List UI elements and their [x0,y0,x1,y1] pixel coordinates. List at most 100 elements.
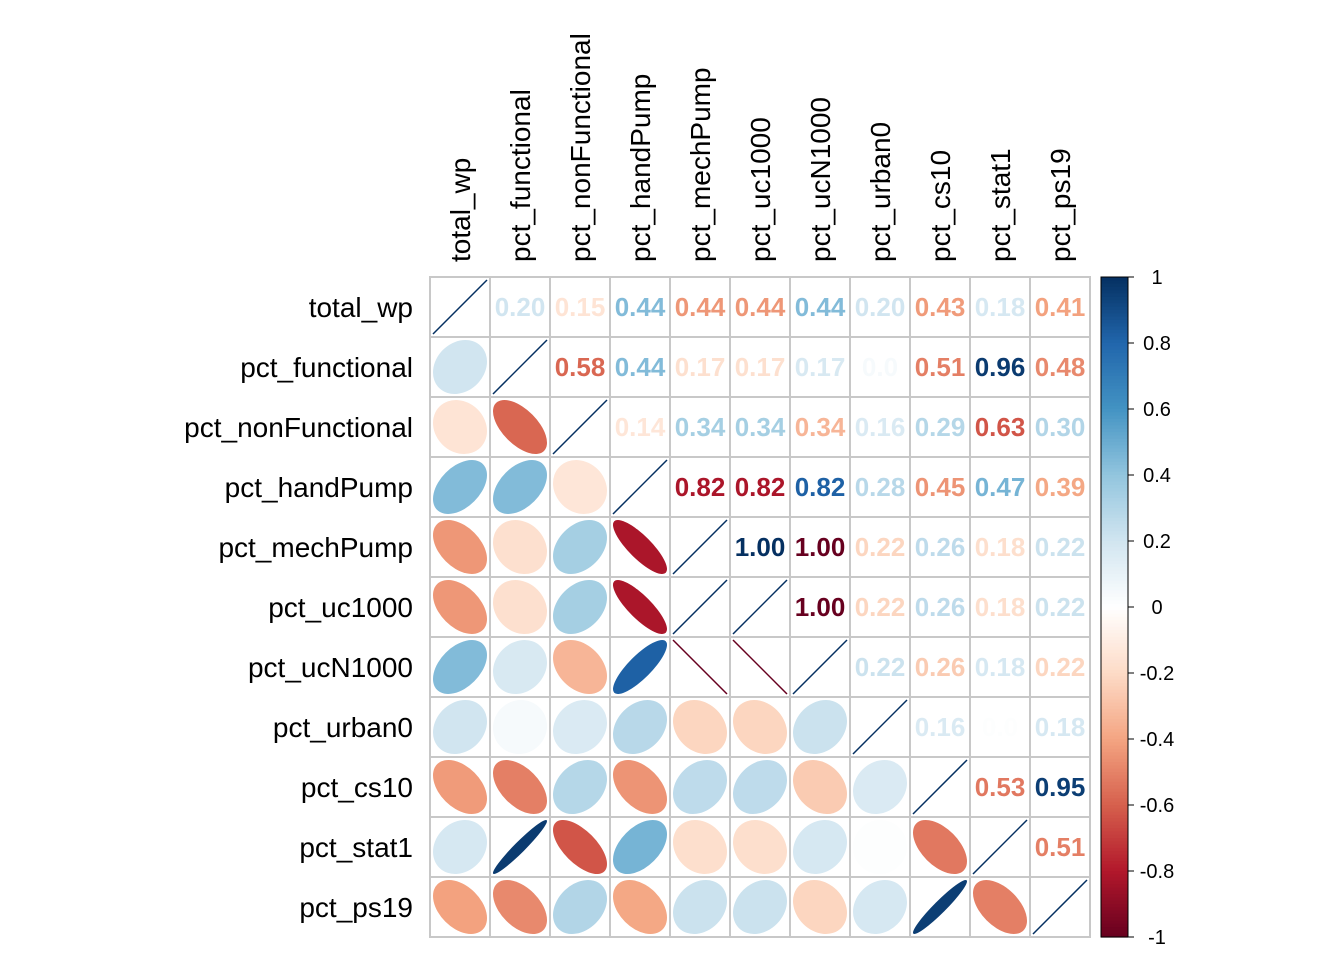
colorbar-segment [1101,435,1128,440]
ellipse-mark [552,879,607,934]
colorbar-segment [1101,910,1128,915]
colorbar-segment [1101,692,1128,697]
column-label: pct_nonFunctional [565,33,596,262]
colorbar-segment [1101,369,1128,374]
coefficient-label: 0.26 [915,532,966,562]
ellipse-mark [673,700,728,755]
coefficient-label: 0.43 [915,292,966,322]
ellipse-mark [612,820,667,875]
colorbar-segment [1101,484,1128,489]
colorbar-segment [1101,432,1128,436]
colorbar-segment [1101,471,1128,476]
cell-6-9 [969,636,1031,698]
coefficient-label: 0.22 [1035,592,1086,622]
colorbar-segment [1101,465,1128,469]
cell-1-4 [669,336,731,398]
colorbar-segment [1101,673,1128,677]
cell-4-10 [1029,516,1091,578]
colorbar-segment [1101,663,1128,667]
colorbar-segment [1101,352,1128,357]
colorbar-segment [1101,356,1128,361]
colorbar-segment [1101,590,1128,595]
colorbar-tick-label: -0.2 [1140,663,1174,685]
coefficient-label: 0.26 [915,592,966,622]
ellipse-mark [493,399,548,454]
colorbar-segment [1101,831,1128,836]
coefficient-labels: 0.20 0.15 0.44 0.44 0.44 0.44 0.20 0.43 0.18 0.41… [495,292,1086,862]
ellipse-mark [493,580,548,635]
colorbar-segment [1101,488,1128,493]
colorbar-segment [1101,864,1128,869]
diagonal-line [852,699,908,755]
cell-0-7 [849,276,911,338]
column-label: pct_mechPump [685,67,716,262]
ellipse-layer [432,340,1027,935]
colorbar-segment [1101,620,1128,625]
colorbar-segment [1101,475,1128,479]
ellipse-mark [613,879,668,934]
diagonal-line [552,399,608,455]
diagonal-line [432,279,488,335]
colorbar-segment [1101,310,1128,314]
colorbar-segment [1101,874,1128,879]
colorbar-segment [1101,824,1128,829]
coefficient-label: 0.20 [495,292,546,322]
colorbar-segment [1101,715,1128,720]
cell-2-8 [909,396,971,458]
colorbar-segment [1101,739,1128,743]
colorbar-segment [1101,854,1128,859]
coefficient-label: 0.30 [1035,412,1086,442]
colorbar-tick-label: 0 [1151,597,1162,619]
colorbar-segment [1101,286,1128,291]
ellipse-mark [793,759,848,814]
colorbar-segment [1101,814,1128,819]
colorbar-segment [1101,778,1128,783]
colorbar-segment [1101,801,1128,806]
diagonal-line [612,459,668,515]
diagonal-line [732,579,788,635]
colorbar-segment [1101,725,1128,730]
ellipse-mark [793,699,848,754]
cell-0-9 [969,276,1031,338]
colorbar-segment [1101,570,1128,575]
coefficient-label: 0.18 [975,652,1026,682]
coefficient-label: 0.44 [675,292,726,322]
column-label: pct_handPump [625,74,656,262]
colorbar-segment [1101,359,1128,364]
colorbar-segment [1101,927,1128,931]
ellipse-mark [792,820,847,875]
colorbar-segment [1101,537,1128,542]
colorbar-segment [1101,689,1128,694]
colorbar-segment [1101,768,1128,773]
coefficient-label: 0.14 [615,412,666,442]
row-label: pct_ucN1000 [248,652,413,683]
cell-0-10 [1029,276,1091,338]
colorbar-segment [1101,442,1128,446]
coefficient-label: 0.18 [975,592,1026,622]
colorbar-segment [1101,682,1128,687]
colorbar-segment [1101,385,1128,390]
colorbar-segment [1101,306,1128,311]
colorbar-tick-label: 0.6 [1143,399,1171,421]
colorbar-segment [1101,871,1128,875]
colorbar-segment [1101,702,1128,707]
diagonal-line [672,519,728,575]
colorbar-segment [1101,296,1128,301]
ellipse-mark [492,759,547,814]
ellipse-mark [553,580,608,635]
colorbar-segment [1101,732,1128,737]
colorbar-segment [1101,828,1128,832]
colorbar-segment [1101,781,1128,786]
colorbar-segment [1101,524,1128,529]
cell-2-4 [669,396,731,458]
colorbar-segment [1101,930,1128,935]
coefficient-label: 0.17 [795,352,846,382]
colorbar-segment [1101,346,1128,351]
colorbar-segment [1101,554,1128,559]
colorbar-segment [1101,752,1128,757]
column-label: total_wp [445,158,476,262]
colorbar-segment [1101,838,1128,842]
ellipse-mark [612,639,667,694]
cell-1-10 [1029,336,1091,398]
coefficient-label: 0.16 [855,412,906,442]
